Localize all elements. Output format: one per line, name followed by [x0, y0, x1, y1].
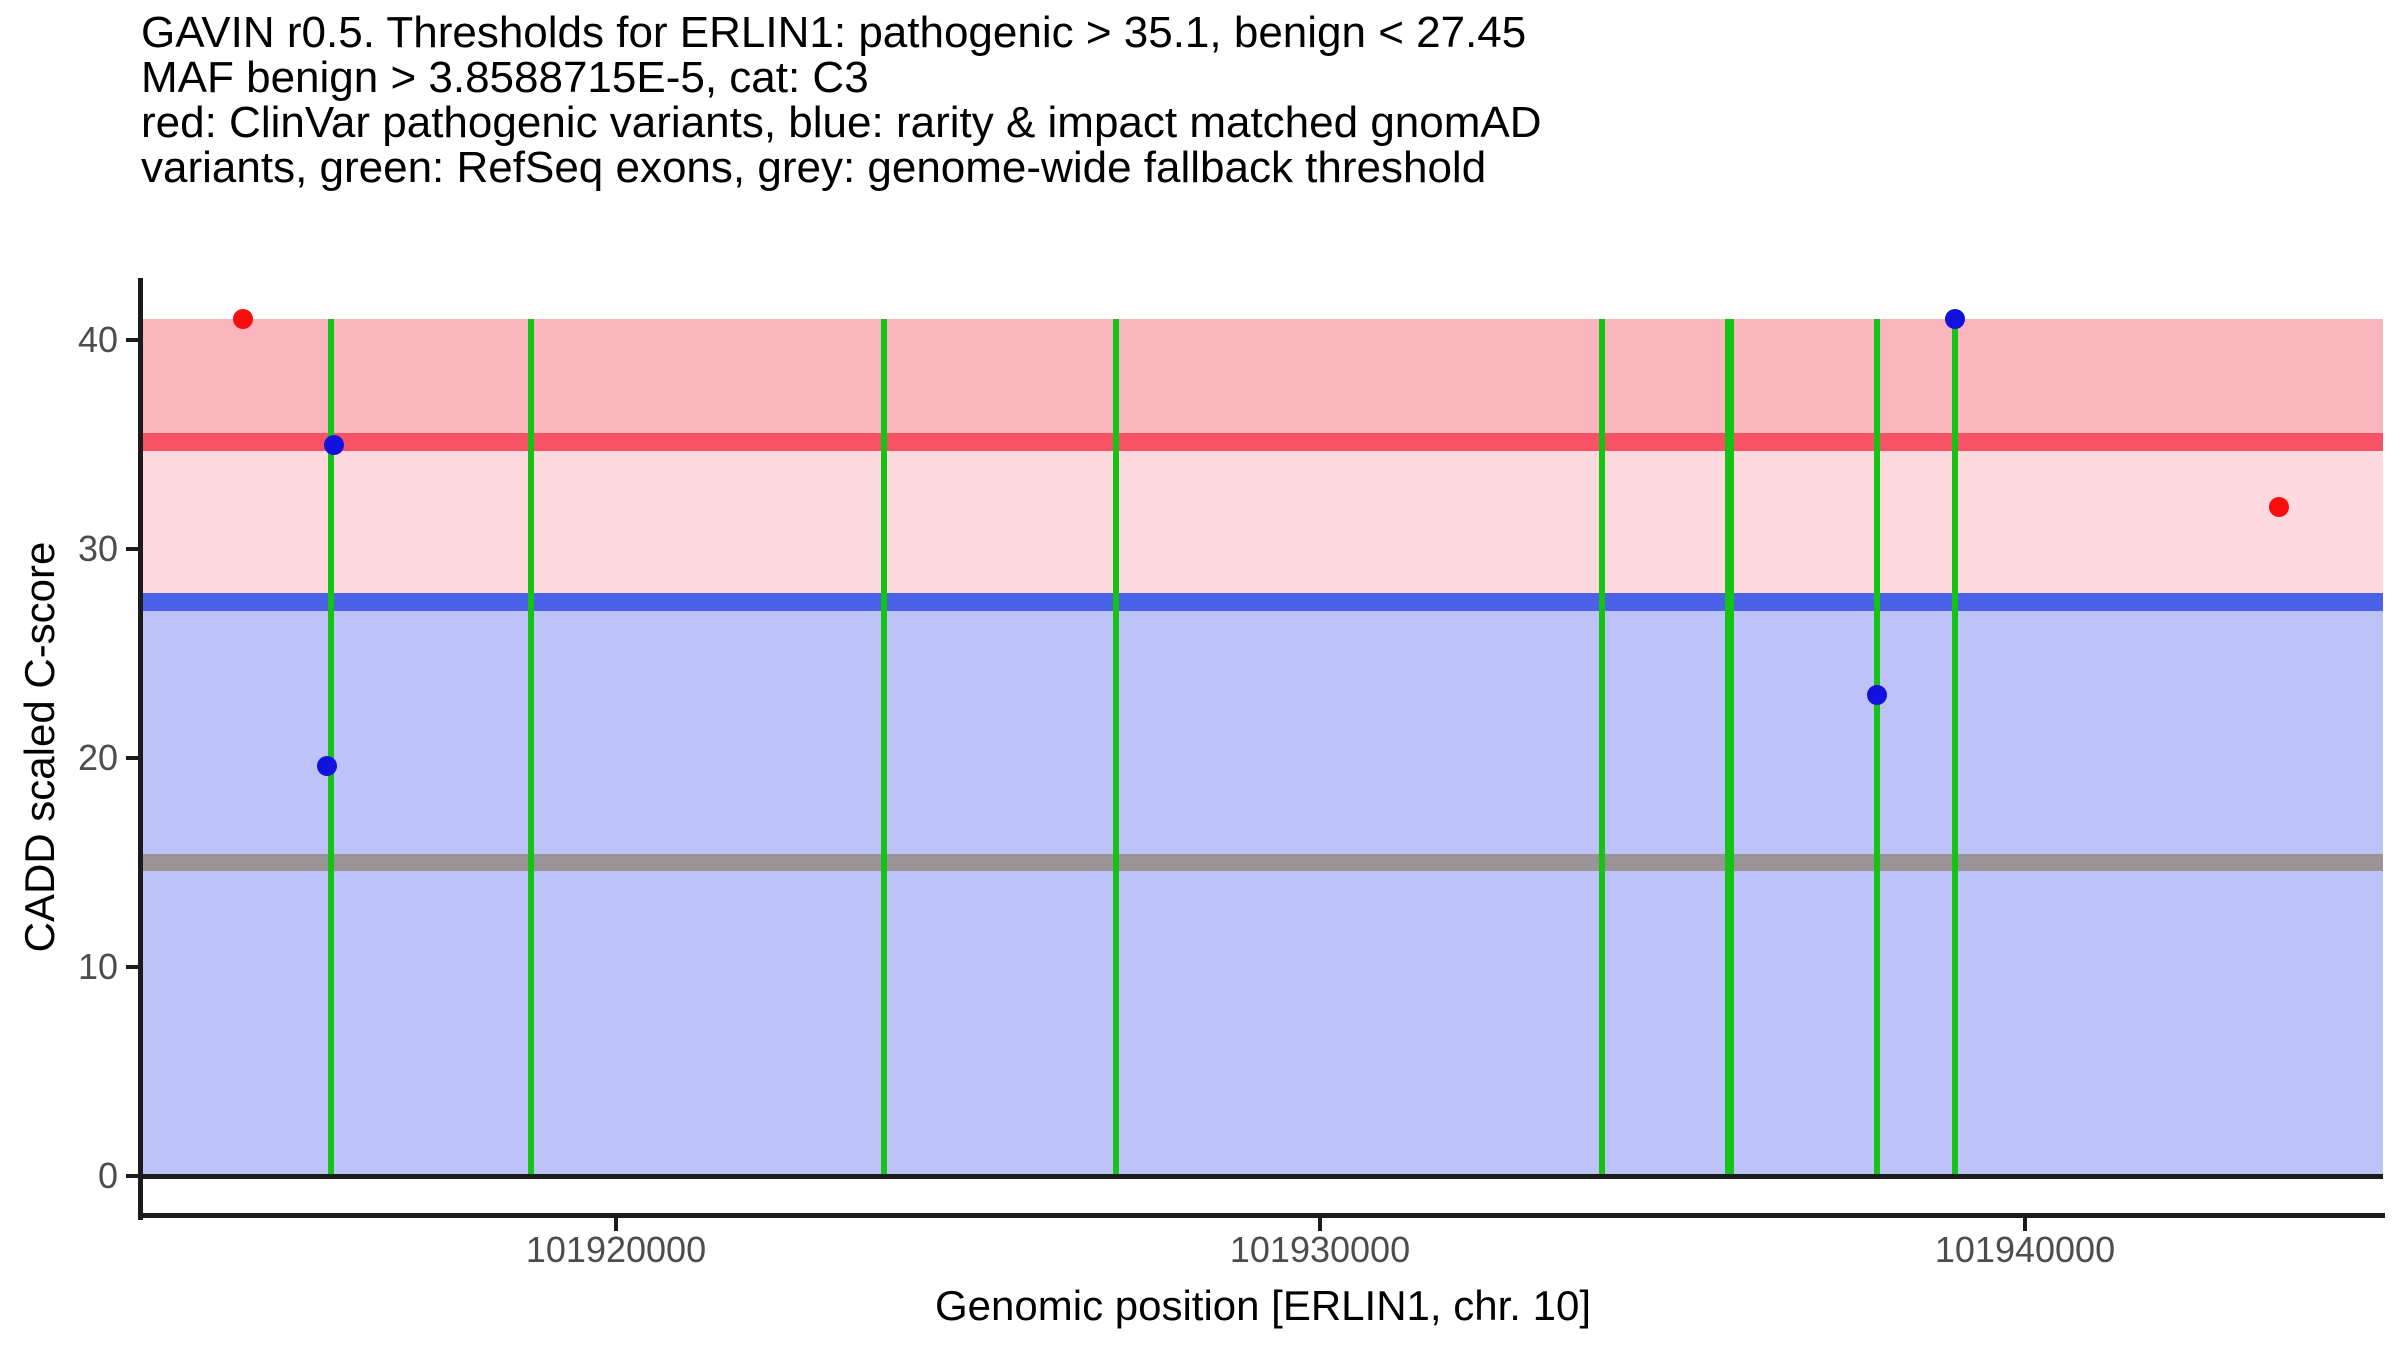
pathogenic-threshold-line: [143, 433, 2383, 451]
y-tick-mark: [126, 965, 138, 969]
y-tick-mark: [126, 338, 138, 342]
gnomad-matched-point: [317, 756, 337, 776]
y-tick-label: 40: [77, 319, 118, 360]
y-axis-line: [138, 278, 143, 1220]
y-tick-label: 0: [97, 1155, 118, 1196]
benign-threshold-line: [143, 593, 2383, 611]
y-axis-title: CADD scaled C-score: [16, 541, 63, 953]
y-tick-label: 30: [77, 528, 118, 569]
title-line-4: variants, green: RefSeq exons, grey: gen…: [141, 143, 1487, 192]
x-tick-mark: [614, 1218, 618, 1231]
x-tick-mark: [1318, 1218, 1322, 1231]
clinvar-pathogenic-point: [233, 309, 253, 329]
y-tick-mark: [126, 756, 138, 760]
x-axis-title: Genomic position [ERLIN1, chr. 10]: [935, 1282, 1591, 1329]
exon-line: [1952, 319, 1958, 1176]
benign-region: [143, 602, 2383, 1176]
clinvar-pathogenic-point: [2269, 497, 2289, 517]
exon-line: [328, 319, 334, 1176]
x-tick-label: 101930000: [1229, 1229, 1411, 1270]
genome-wide-fallback-line: [143, 854, 2383, 871]
x-tick-mark: [2023, 1218, 2027, 1231]
y-tick-mark: [126, 547, 138, 551]
exon-line: [528, 319, 534, 1176]
x-tick-label: 101940000: [1934, 1229, 2116, 1270]
exon-line: [1725, 319, 1734, 1176]
plot-title-block: GAVIN r0.5. Thresholds for ERLIN1: patho…: [141, 10, 1542, 190]
title-line-2: MAF benign > 3.8588715E-5, cat: C3: [141, 53, 869, 102]
gnomad-matched-point: [1945, 309, 1965, 329]
title-line-1: GAVIN r0.5. Thresholds for ERLIN1: patho…: [141, 8, 1527, 57]
gnomad-matched-point: [1867, 685, 1887, 705]
zero-baseline: [143, 1174, 2383, 1179]
y-tick-mark: [126, 1174, 138, 1178]
pathogenic-region: [143, 319, 2383, 442]
intermediate-region: [143, 442, 2383, 602]
title-line-3: red: ClinVar pathogenic variants, blue: …: [141, 98, 1542, 147]
x-axis-line: [138, 1213, 2385, 1218]
exon-line: [1599, 319, 1605, 1176]
exon-line: [881, 319, 887, 1176]
gnomad-matched-point: [324, 435, 344, 455]
exon-line: [1874, 319, 1880, 1176]
y-tick-label: 20: [77, 737, 118, 778]
x-tick-label: 101920000: [525, 1229, 707, 1270]
y-tick-label: 10: [77, 946, 118, 987]
exon-line: [1113, 319, 1119, 1176]
